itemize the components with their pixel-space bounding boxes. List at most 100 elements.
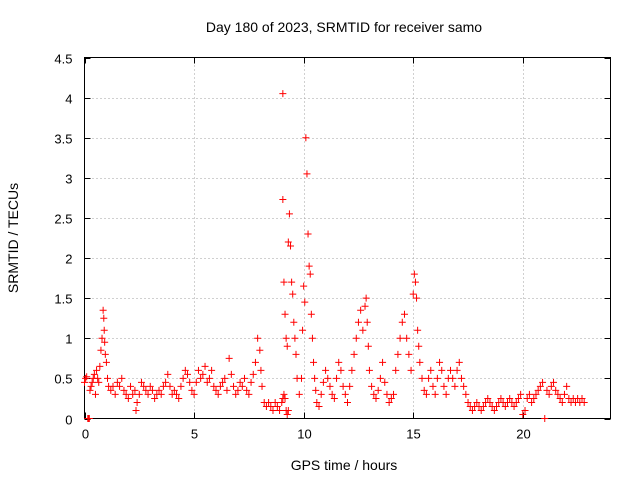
data-point-marker	[477, 406, 485, 414]
data-point-marker	[558, 398, 566, 406]
data-point-marker	[122, 390, 130, 398]
data-point-marker	[299, 326, 307, 334]
data-point-marker	[364, 342, 372, 350]
data-point-marker	[276, 406, 284, 414]
data-point-marker	[554, 390, 562, 398]
data-point-marker	[188, 386, 196, 394]
data-point-marker	[307, 310, 315, 318]
data-point-marker	[88, 378, 96, 386]
data-point-marker	[420, 386, 428, 394]
data-point-marker	[256, 346, 264, 354]
data-point-marker	[238, 382, 246, 390]
data-markers	[81, 90, 588, 422]
data-point-marker	[403, 334, 411, 342]
data-point-marker	[179, 374, 187, 382]
axis-ticks: 0 0.5 1 1.5 2 2.5 3 3.5 4 4.5 0 5 10 15 20	[54, 52, 611, 442]
data-point-marker	[534, 386, 542, 394]
data-point-marker	[365, 366, 373, 374]
data-point-marker	[442, 390, 450, 398]
data-point-marker	[411, 278, 419, 286]
data-point-marker	[305, 262, 313, 270]
data-point-marker	[341, 390, 349, 398]
data-point-marker	[449, 374, 457, 382]
data-point-marker	[528, 398, 536, 406]
x-tick-label: 0	[82, 427, 89, 442]
data-point-marker	[137, 378, 145, 386]
data-point-marker	[484, 394, 492, 402]
data-point-marker	[116, 382, 124, 390]
data-point-marker	[216, 382, 224, 390]
data-point-marker	[322, 366, 330, 374]
data-point-marker	[201, 362, 209, 370]
data-point-marker	[468, 406, 476, 414]
data-point-marker	[245, 390, 253, 398]
data-point-marker	[257, 366, 265, 374]
data-point-marker	[133, 398, 141, 406]
data-point-marker	[486, 398, 494, 406]
data-point-marker	[199, 370, 207, 378]
data-point-marker	[159, 382, 167, 390]
data-point-marker	[337, 366, 345, 374]
data-point-marker	[300, 282, 308, 290]
y-tick-label: 2.5	[54, 212, 72, 227]
data-point-marker	[249, 370, 257, 378]
data-point-marker	[447, 366, 455, 374]
data-point-marker	[547, 382, 555, 390]
data-point-marker	[525, 390, 533, 398]
data-point-marker	[205, 374, 213, 382]
data-point-marker	[142, 386, 150, 394]
data-point-marker	[90, 370, 98, 378]
data-point-marker	[243, 386, 251, 394]
data-point-marker	[390, 390, 398, 398]
data-point-marker	[362, 294, 370, 302]
data-point-marker	[113, 378, 121, 386]
data-point-marker	[280, 278, 288, 286]
data-point-marker	[203, 378, 211, 386]
data-point-marker	[392, 366, 400, 374]
data-point-marker	[302, 134, 310, 142]
data-point-marker	[310, 358, 318, 366]
data-point-marker	[519, 410, 527, 418]
data-point-marker	[271, 398, 279, 406]
data-point-marker	[436, 358, 444, 366]
data-point-marker	[440, 382, 448, 390]
y-axis-label: SRMTID / TECUs	[5, 183, 21, 293]
data-point-marker	[368, 382, 376, 390]
data-point-marker	[85, 415, 93, 422]
data-point-marker	[151, 394, 159, 402]
data-point-marker	[131, 386, 139, 394]
data-point-marker	[376, 374, 384, 382]
data-point-marker	[120, 386, 128, 394]
data-point-marker	[385, 398, 393, 406]
data-point-marker	[94, 374, 102, 382]
data-point-marker	[350, 350, 358, 358]
data-point-marker	[460, 382, 468, 390]
data-point-marker	[580, 398, 588, 406]
x-tick-label: 5	[191, 427, 198, 442]
data-point-marker	[102, 358, 110, 366]
data-point-marker	[164, 370, 172, 378]
data-point-marker	[543, 386, 551, 394]
data-point-marker	[422, 390, 430, 398]
data-point-marker	[148, 386, 156, 394]
data-point-marker	[221, 374, 229, 382]
data-point-marker	[398, 318, 406, 326]
data-point-marker	[173, 390, 181, 398]
data-point-marker	[405, 350, 413, 358]
y-tick-label: 2	[65, 252, 72, 267]
data-point-marker	[370, 390, 378, 398]
data-point-marker	[100, 314, 108, 322]
data-point-marker	[232, 390, 240, 398]
data-point-marker	[99, 306, 107, 314]
data-point-marker	[98, 334, 106, 342]
data-point-marker	[372, 394, 380, 402]
data-point-marker	[303, 170, 311, 178]
data-point-marker	[464, 398, 472, 406]
data-point-marker	[214, 390, 222, 398]
data-point-marker	[413, 294, 421, 302]
data-point-marker	[273, 402, 281, 410]
data-point-marker	[227, 370, 235, 378]
data-point-marker	[363, 318, 371, 326]
data-point-marker	[536, 382, 544, 390]
